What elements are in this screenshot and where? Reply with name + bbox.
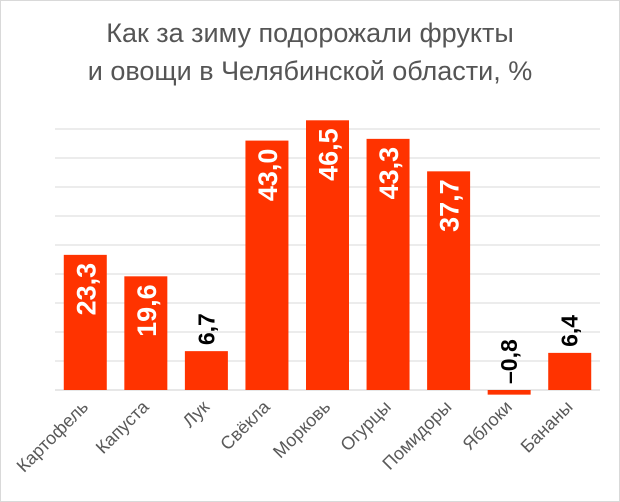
bar [306, 120, 349, 391]
bar [245, 140, 289, 390]
value-label: 46,5 [314, 128, 344, 181]
bar [427, 171, 471, 390]
value-label: 23,3 [71, 263, 101, 316]
category-label: Картофель [13, 397, 92, 476]
chart-title: Как за зиму подорожали фрукты и овощи в … [0, 14, 620, 90]
category-label: Яблоки [459, 397, 516, 454]
category-label: Бананы [517, 397, 577, 457]
value-label: –0,8 [496, 339, 522, 384]
category-label: Лук [179, 397, 214, 432]
bar [63, 254, 107, 390]
bar [487, 390, 531, 395]
value-labels: 23,3 19,6 6,7 43,0 46,5 43,3 37,7 –0,8 6,4 [71, 128, 582, 384]
bars [63, 120, 592, 395]
bar [366, 138, 410, 390]
value-label: 43,0 [253, 149, 283, 202]
category-label: Огурцы [336, 397, 394, 455]
value-label: 43,3 [374, 147, 404, 200]
category-label: Морковь [269, 397, 334, 462]
value-label: 19,6 [132, 284, 162, 337]
title-line-2: и овощи в Челябинской области, % [87, 56, 533, 86]
bar [548, 352, 592, 390]
bar [124, 276, 168, 390]
title-line-1: Как за зиму подорожали фрукты [106, 18, 514, 48]
category-label: Свёкла [216, 396, 274, 454]
bar [184, 351, 228, 390]
category-label: Капуста [92, 396, 154, 458]
value-label: 6,7 [193, 313, 219, 345]
value-label: 37,7 [435, 179, 465, 232]
value-label: 6,4 [557, 315, 583, 347]
